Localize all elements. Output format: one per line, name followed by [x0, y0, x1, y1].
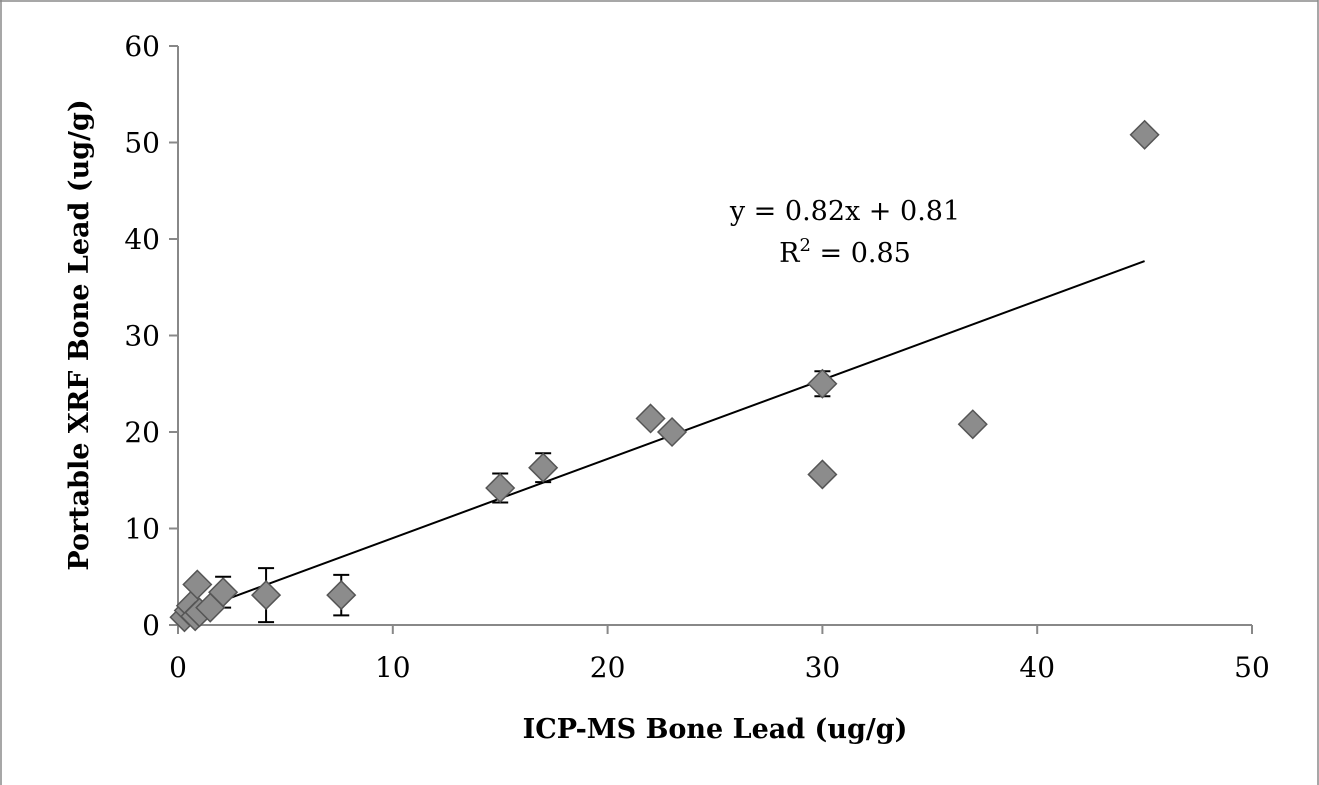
- data-point: [656, 416, 688, 448]
- data-point: [208, 577, 239, 608]
- x-tick-label: 0: [169, 651, 187, 684]
- y-tick-label: 0: [142, 609, 160, 642]
- data-point: [1129, 119, 1160, 150]
- data-point: [326, 580, 357, 611]
- r2-label: R: [779, 238, 800, 269]
- y-tick-label: 30: [124, 320, 160, 353]
- x-tick-label: 50: [1234, 651, 1270, 684]
- y-tick-label: 10: [124, 513, 160, 546]
- y-tick-label: 60: [124, 30, 160, 63]
- y-tick-label: 40: [124, 223, 160, 256]
- data-point: [251, 580, 282, 611]
- r2-exponent: 2: [799, 235, 810, 256]
- y-tick-labels: 0 10 20 30 40 50 60: [124, 30, 160, 642]
- x-tick-label: 30: [805, 651, 841, 684]
- x-tick-label: 20: [590, 651, 626, 684]
- trendline-r-squared: R2 = 0.85: [779, 235, 911, 269]
- y-axis-title: Portable XRF Bone Lead (ug/g): [64, 99, 95, 570]
- data-point: [528, 452, 559, 483]
- data-point: [807, 459, 838, 490]
- data-point: [957, 409, 988, 440]
- data-points: [169, 119, 1160, 633]
- x-axis-title: ICP-MS Bone Lead (ug/g): [523, 714, 908, 745]
- x-tick-label: 10: [375, 651, 411, 684]
- data-point: [182, 569, 213, 600]
- x-tick-labels: 0 10 20 30 40 50: [169, 651, 1270, 684]
- y-tick-label: 50: [124, 127, 160, 160]
- y-tick-label: 20: [124, 416, 160, 449]
- trendline-equation: y = 0.82x + 0.81: [729, 196, 960, 227]
- r2-value: = 0.85: [811, 238, 911, 269]
- error-bars: [176, 127, 1153, 624]
- data-point: [485, 472, 516, 504]
- data-point: [635, 403, 666, 434]
- x-tick-label: 40: [1019, 651, 1055, 684]
- axes: [169, 45, 1253, 634]
- data-point: [807, 368, 838, 399]
